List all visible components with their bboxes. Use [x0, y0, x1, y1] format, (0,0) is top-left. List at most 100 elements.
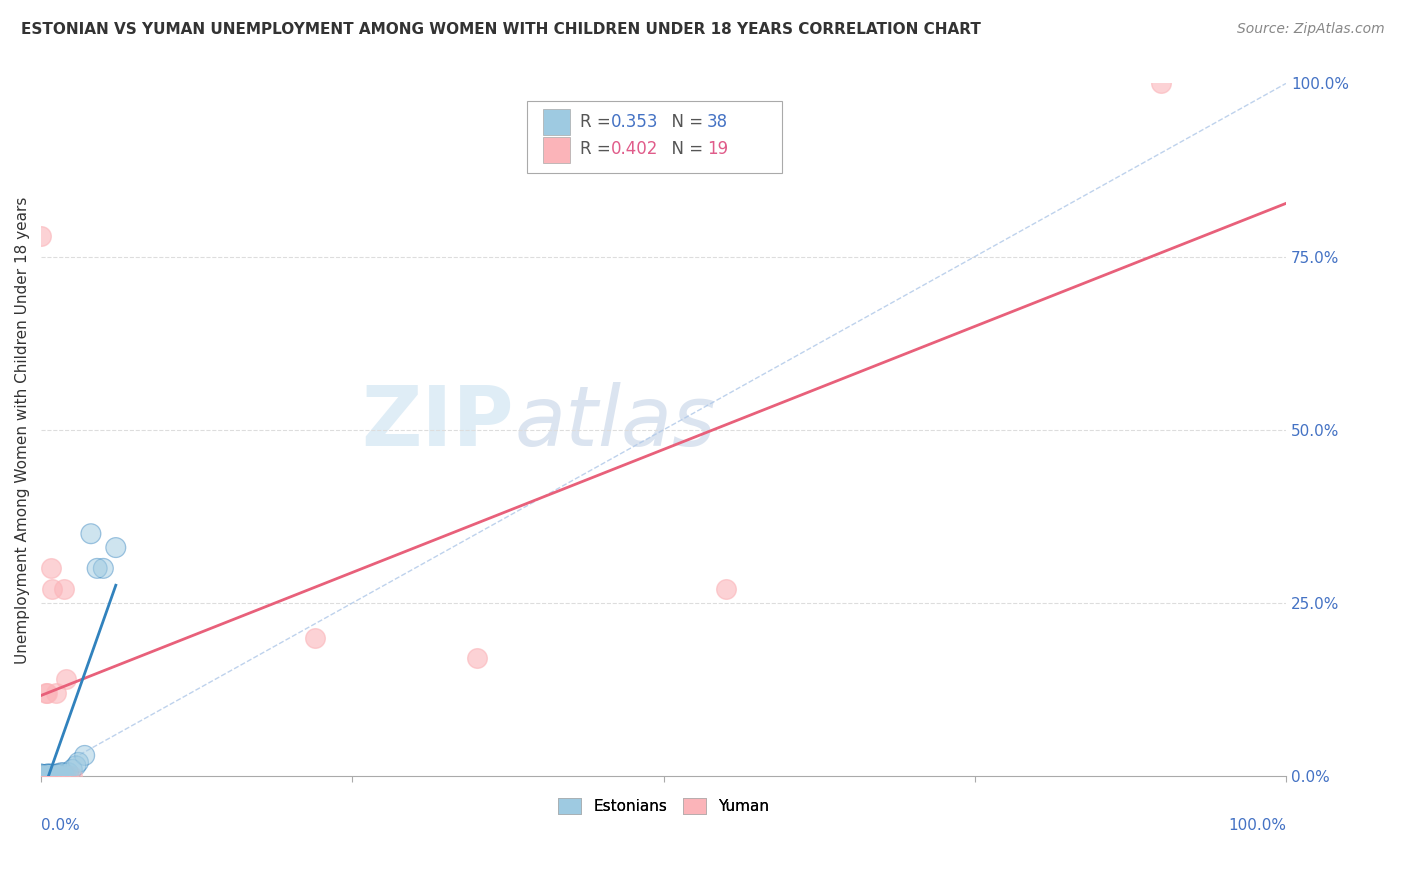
Point [39, 561, 62, 575]
Text: R =: R = [581, 112, 616, 130]
Point [30, 769, 52, 783]
Point [30, 769, 52, 783]
Point [46, 767, 69, 781]
Point [30, 769, 52, 783]
Point [30, 769, 52, 783]
Point [32, 769, 55, 783]
Text: atlas: atlas [515, 383, 716, 463]
Point [86, 561, 108, 575]
Point [60, 762, 83, 776]
Text: R =: R = [581, 140, 616, 158]
Point [30, 767, 52, 781]
Point [93, 561, 115, 575]
Point [35, 769, 58, 783]
Point [46, 767, 69, 781]
Point [34, 769, 56, 783]
Point [49, 767, 72, 781]
Text: N =: N = [661, 112, 709, 130]
Point [465, 651, 488, 665]
Point [30, 767, 52, 781]
Point [30, 769, 52, 783]
Point [34, 769, 56, 783]
Point [38, 767, 60, 781]
Point [49, 765, 72, 780]
Text: 0.353: 0.353 [612, 112, 659, 130]
Point [41, 582, 63, 596]
Point [41, 769, 63, 783]
Point [37, 767, 59, 781]
Point [37, 767, 59, 781]
Point [42, 769, 65, 783]
Point [30, 769, 52, 783]
Point [52, 582, 75, 596]
Point [1150, 77, 1173, 91]
Point [30, 767, 52, 781]
Point [32, 769, 55, 783]
Point [30, 769, 52, 783]
Point [58, 769, 80, 783]
Point [34, 769, 56, 783]
Point [80, 526, 103, 541]
Point [60, 769, 83, 783]
Point [35, 769, 58, 783]
Bar [543, 109, 571, 136]
Point [39, 767, 62, 781]
Point [52, 765, 75, 780]
Point [67, 756, 90, 770]
Point [30, 769, 52, 783]
Point [39, 767, 62, 781]
Point [45, 767, 67, 781]
Point [30, 228, 52, 243]
Point [73, 748, 96, 763]
Point [45, 767, 67, 781]
Text: 38: 38 [707, 112, 728, 130]
Point [37, 686, 59, 700]
Point [73, 748, 96, 763]
Point [30, 769, 52, 783]
Y-axis label: Unemployment Among Women with Children Under 18 years: Unemployment Among Women with Children U… [15, 196, 30, 664]
Point [37, 767, 59, 781]
Point [58, 765, 80, 780]
Text: ZIP: ZIP [361, 383, 515, 463]
Legend: Estonians, Yuman: Estonians, Yuman [553, 792, 775, 821]
Point [35, 686, 58, 700]
Text: 0.0%: 0.0% [41, 818, 80, 833]
Point [32, 769, 55, 783]
Point [80, 526, 103, 541]
Point [35, 769, 58, 783]
Point [37, 767, 59, 781]
Point [65, 759, 87, 773]
Text: 100.0%: 100.0% [1227, 818, 1286, 833]
Point [714, 582, 737, 596]
Text: ESTONIAN VS YUMAN UNEMPLOYMENT AMONG WOMEN WITH CHILDREN UNDER 18 YEARS CORRELAT: ESTONIAN VS YUMAN UNEMPLOYMENT AMONG WOM… [21, 22, 981, 37]
Point [38, 767, 60, 781]
Point [55, 769, 77, 783]
Point [55, 769, 77, 783]
Point [32, 769, 55, 783]
Point [30, 767, 52, 781]
Point [30, 769, 52, 783]
Point [104, 541, 127, 555]
Point [104, 541, 127, 555]
Point [30, 769, 52, 783]
FancyBboxPatch shape [527, 101, 782, 174]
Point [38, 769, 60, 783]
Point [35, 769, 58, 783]
Point [38, 769, 60, 783]
Text: 19: 19 [707, 140, 728, 158]
Point [49, 765, 72, 780]
Point [30, 769, 52, 783]
Point [30, 769, 52, 783]
Point [30, 769, 52, 783]
Point [32, 769, 55, 783]
Point [42, 769, 65, 783]
Point [42, 769, 65, 783]
Point [93, 561, 115, 575]
Point [67, 756, 90, 770]
Point [34, 769, 56, 783]
Point [65, 759, 87, 773]
Point [86, 561, 108, 575]
Point [58, 765, 80, 780]
Point [38, 769, 60, 783]
Point [49, 769, 72, 783]
